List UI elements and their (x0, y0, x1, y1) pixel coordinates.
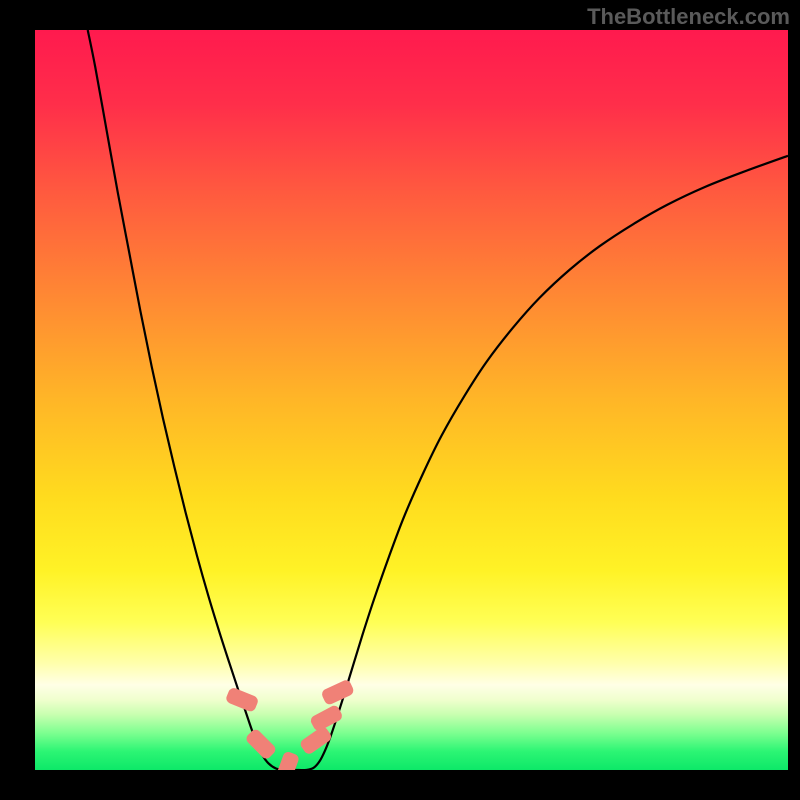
data-marker (225, 687, 258, 712)
data-marker (321, 679, 355, 705)
plot-area (35, 30, 788, 770)
data-marker (299, 726, 332, 755)
chart-svg (35, 30, 788, 770)
data-marker (245, 728, 277, 760)
bottleneck-curve (88, 30, 788, 770)
data-marker (275, 751, 299, 770)
watermark-text: TheBottleneck.com (587, 4, 790, 30)
data-marker (310, 705, 344, 732)
